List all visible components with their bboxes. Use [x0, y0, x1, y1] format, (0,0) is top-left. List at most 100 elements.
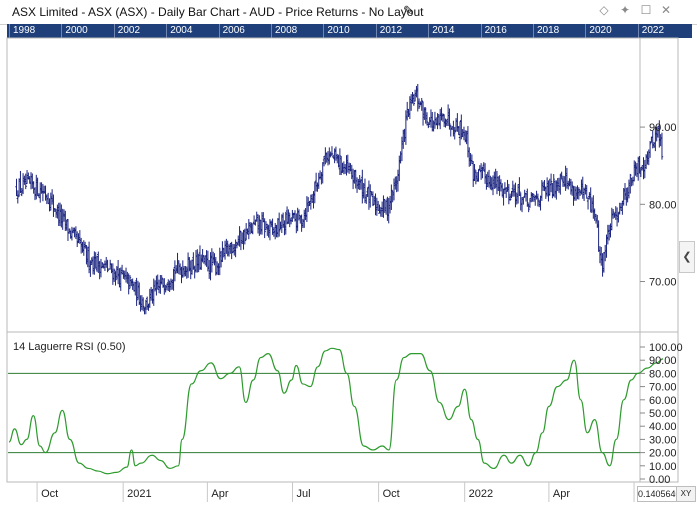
navigator-tick	[585, 24, 587, 38]
rsi-axis-label: 90.00	[649, 355, 677, 367]
price-bar	[128, 275, 132, 289]
price-bar	[263, 218, 266, 239]
navigator-tick	[428, 24, 430, 38]
price-bar	[210, 248, 214, 273]
navigator-tick	[323, 24, 325, 38]
price-axis-label: 80.00	[649, 199, 677, 211]
time-axis-label: Oct	[383, 488, 400, 500]
window-titlebar: ASX Limited - ASX (ASX) - Daily Bar Char…	[0, 0, 697, 25]
price-bar	[420, 97, 423, 111]
price-bar	[127, 273, 130, 295]
price-panel-frame	[6, 37, 679, 333]
price-axis-label: 90.00	[649, 122, 677, 134]
price-bar	[629, 173, 632, 194]
price-bar	[338, 148, 342, 176]
rsi-axis-label: 40.00	[649, 421, 677, 433]
price-bar	[552, 174, 555, 197]
rsi-axis-label: 80.00	[649, 368, 677, 380]
price-bar	[448, 108, 451, 130]
navigator-year-label[interactable]: 1998	[13, 25, 36, 36]
date-navigator[interactable]: 1998 2000 2002 2004 2006 2008 2010 2012 2014 2016…	[7, 24, 692, 38]
restore-icon[interactable]: ☐	[640, 3, 652, 17]
navigator-year-label[interactable]: 2006	[222, 25, 245, 36]
navigator-tick	[480, 24, 482, 38]
price-bar	[277, 212, 281, 237]
navigator-tick	[271, 24, 272, 38]
navigator-year-label[interactable]: 2008	[275, 25, 298, 36]
navigator-year-label[interactable]: 2002	[117, 25, 141, 36]
price-bar	[106, 259, 109, 273]
navigator-year-label[interactable]: 2004	[170, 25, 193, 36]
rsi-axis-label: 10.00	[649, 461, 677, 473]
price-bar	[101, 262, 104, 269]
price-bar	[142, 297, 145, 312]
navigator-tick	[533, 24, 534, 38]
rsi-axis-label: 70.00	[649, 382, 677, 394]
price-bar	[114, 271, 117, 286]
navigator-tick	[113, 24, 115, 38]
price-bar	[425, 112, 429, 126]
price-bar	[112, 268, 116, 282]
crosshair-readout: 0.1405640	[637, 486, 677, 502]
price-bar	[160, 275, 163, 285]
time-axis-label: Apr	[553, 488, 570, 500]
price-bar	[473, 164, 476, 181]
price-bar	[24, 173, 27, 190]
price-bar	[330, 146, 334, 156]
time-axis-label: 2021	[127, 488, 151, 500]
price-bar	[417, 98, 421, 109]
navigator-year-label[interactable]: 2012	[379, 25, 403, 36]
price-bar	[453, 126, 456, 140]
price-bar	[390, 184, 393, 210]
price-bar	[287, 209, 290, 224]
indicator-panel-frame	[6, 331, 679, 483]
rsi-axis-label: 100.00	[649, 342, 683, 354]
navigator-tick	[9, 24, 10, 38]
time-axis-label: Oct	[41, 488, 58, 500]
navigator-year-label[interactable]: 2018	[537, 25, 560, 36]
price-bar	[536, 193, 540, 207]
navigator-year-label[interactable]: 2000	[65, 25, 88, 36]
price-bar	[508, 193, 512, 201]
navigator-tick	[166, 24, 168, 38]
price-bar	[412, 93, 416, 106]
navigator-year-label[interactable]: 2020	[589, 25, 612, 36]
rsi-axis-label: 20.00	[649, 448, 677, 460]
rsi-axis-label: 0.00	[649, 474, 670, 486]
price-bar	[526, 188, 529, 207]
navigator-year-label[interactable]: 2010	[327, 25, 350, 36]
xy-button[interactable]: XY	[676, 486, 696, 502]
price-bar	[238, 226, 241, 247]
price-bar	[611, 208, 615, 219]
price-bar	[518, 177, 521, 197]
price-bar	[527, 203, 530, 213]
navigator-year-label[interactable]: 2014	[432, 25, 455, 36]
price-bar	[660, 132, 664, 160]
navigator-year-label[interactable]: 2022	[641, 25, 665, 36]
price-bar	[571, 181, 574, 196]
rsi-axis-label: 30.00	[649, 434, 677, 446]
close-icon[interactable]: ✕	[660, 3, 672, 17]
navigator-tick	[61, 24, 63, 38]
pencil-icon[interactable]: ✎	[403, 3, 414, 18]
price-bar	[522, 197, 525, 205]
price-bar	[135, 277, 138, 306]
price-bar	[648, 140, 652, 158]
window-title: ASX Limited - ASX (ASX) - Daily Bar Char…	[12, 5, 424, 19]
navigator-tick	[218, 24, 220, 38]
navigator-tick	[375, 24, 377, 38]
time-axis-label: 2022	[469, 488, 493, 500]
laguerre-rsi-line	[8, 347, 664, 475]
rsi-axis-label: 60.00	[649, 395, 677, 407]
price-axis-label: 70.00	[649, 277, 677, 289]
time-axis-label: Apr	[211, 488, 228, 500]
diamond-icon[interactable]: ◇	[599, 3, 609, 17]
price-bar	[68, 228, 71, 234]
navigator-tick	[637, 24, 639, 38]
pin-icon[interactable]: ✦	[619, 3, 631, 17]
indicator-title: 14 Laguerre RSI (0.50)	[13, 341, 126, 353]
rsi-axis-label: 50.00	[649, 408, 677, 420]
chevron-left-icon[interactable]: ❮	[679, 241, 695, 273]
navigator-year-label[interactable]: 2016	[484, 25, 507, 36]
